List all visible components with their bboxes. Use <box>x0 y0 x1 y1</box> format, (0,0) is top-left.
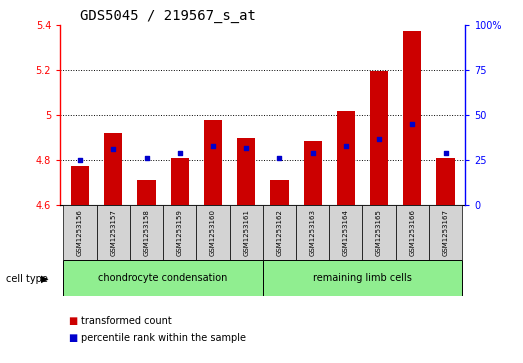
Text: GSM1253166: GSM1253166 <box>410 209 415 256</box>
Bar <box>396 205 429 260</box>
Text: GSM1253158: GSM1253158 <box>143 209 150 256</box>
Text: transformed count: transformed count <box>81 316 172 326</box>
Bar <box>204 120 222 205</box>
Bar <box>163 205 196 260</box>
Text: GDS5045 / 219567_s_at: GDS5045 / 219567_s_at <box>81 9 256 23</box>
Bar <box>130 205 163 260</box>
Point <box>142 155 151 161</box>
Text: GSM1253161: GSM1253161 <box>243 209 249 256</box>
Text: ■: ■ <box>68 316 77 326</box>
Text: GSM1253162: GSM1253162 <box>277 209 282 256</box>
Bar <box>237 138 255 205</box>
Bar <box>138 180 156 205</box>
Bar <box>362 205 396 260</box>
Text: GSM1253157: GSM1253157 <box>110 209 116 256</box>
Text: ▶: ▶ <box>41 274 48 284</box>
Text: ■: ■ <box>68 333 77 343</box>
Bar <box>63 260 263 296</box>
Text: GSM1253159: GSM1253159 <box>177 209 183 256</box>
Bar <box>230 205 263 260</box>
Point <box>242 145 251 151</box>
Point <box>209 143 217 149</box>
Text: GSM1253167: GSM1253167 <box>442 209 449 256</box>
Text: GSM1253160: GSM1253160 <box>210 209 216 256</box>
Point <box>176 150 184 156</box>
Bar <box>296 205 329 260</box>
Bar <box>71 166 89 205</box>
Bar <box>263 205 296 260</box>
Point <box>408 121 416 127</box>
Text: percentile rank within the sample: percentile rank within the sample <box>81 333 246 343</box>
Point <box>375 136 383 142</box>
Bar <box>97 205 130 260</box>
Text: remaining limb cells: remaining limb cells <box>313 273 412 283</box>
Bar <box>303 141 322 205</box>
Point <box>109 147 118 152</box>
Bar <box>170 158 189 205</box>
Bar <box>436 158 454 205</box>
Text: GSM1253164: GSM1253164 <box>343 209 349 256</box>
Point <box>441 150 450 156</box>
Text: chondrocyte condensation: chondrocyte condensation <box>98 273 228 283</box>
Bar <box>370 72 388 205</box>
Bar <box>104 133 122 205</box>
Text: GSM1253163: GSM1253163 <box>310 209 316 256</box>
Bar <box>270 180 289 205</box>
Bar <box>63 205 97 260</box>
Point <box>342 143 350 149</box>
Point <box>309 150 317 156</box>
Point <box>76 157 84 163</box>
Bar <box>429 205 462 260</box>
Bar <box>329 205 362 260</box>
Bar <box>263 260 462 296</box>
Bar <box>196 205 230 260</box>
Text: GSM1253165: GSM1253165 <box>376 209 382 256</box>
Text: GSM1253156: GSM1253156 <box>77 209 83 256</box>
Point <box>275 155 283 161</box>
Bar <box>337 111 355 205</box>
Text: cell type: cell type <box>6 274 48 284</box>
Bar <box>403 31 422 205</box>
